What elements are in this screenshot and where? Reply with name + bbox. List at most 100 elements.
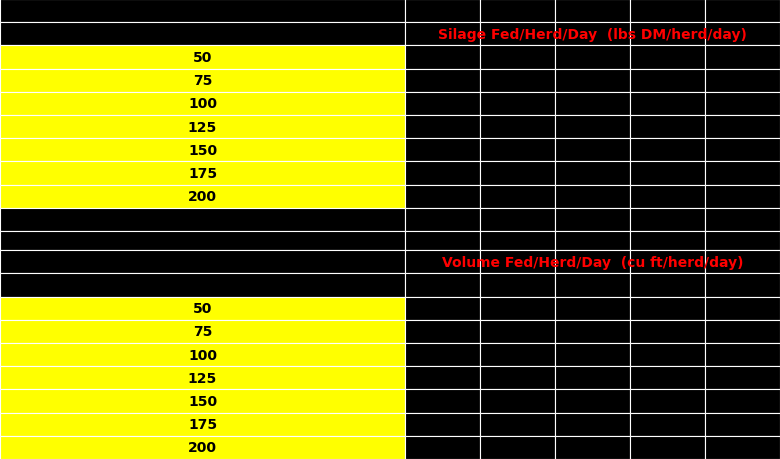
Bar <box>405 208 480 232</box>
Text: 175: 175 <box>188 167 217 181</box>
Bar <box>0 208 405 232</box>
Bar <box>705 69 780 93</box>
Bar <box>405 23 480 46</box>
Bar <box>630 343 705 366</box>
Bar <box>630 208 705 232</box>
Bar <box>630 46 705 69</box>
Text: 125: 125 <box>188 371 217 385</box>
Bar <box>705 343 780 366</box>
Text: Volume Fed/Herd/Day  (cu ft/herd/day): Volume Fed/Herd/Day (cu ft/herd/day) <box>441 255 743 269</box>
Bar <box>705 139 780 162</box>
Bar <box>705 366 780 390</box>
Bar <box>0 297 405 320</box>
Text: 50: 50 <box>193 302 212 315</box>
Bar <box>705 0 780 23</box>
Bar <box>0 46 405 69</box>
Bar <box>0 320 405 343</box>
Bar <box>555 436 630 459</box>
Bar <box>0 343 405 366</box>
Bar <box>405 139 480 162</box>
Bar <box>705 390 780 413</box>
Bar <box>555 366 630 390</box>
Bar <box>0 232 405 251</box>
Bar <box>405 320 480 343</box>
Text: 50: 50 <box>193 51 212 65</box>
Bar <box>480 46 555 69</box>
Bar <box>480 232 555 251</box>
Bar <box>705 274 780 297</box>
Bar <box>405 116 480 139</box>
Bar <box>480 185 555 208</box>
Bar <box>0 366 405 390</box>
Bar <box>630 185 705 208</box>
Text: 175: 175 <box>188 417 217 431</box>
Bar <box>555 251 630 274</box>
Bar <box>630 23 705 46</box>
Bar <box>555 232 630 251</box>
Bar <box>630 251 705 274</box>
Bar <box>0 139 405 162</box>
Bar <box>405 390 480 413</box>
Bar <box>405 0 480 23</box>
Bar <box>0 251 405 274</box>
Bar <box>405 274 480 297</box>
Bar <box>705 297 780 320</box>
Bar <box>705 320 780 343</box>
Bar <box>630 274 705 297</box>
Bar <box>480 366 555 390</box>
Bar <box>480 139 555 162</box>
Bar <box>405 185 480 208</box>
Bar <box>630 69 705 93</box>
Bar <box>555 93 630 116</box>
Text: 125: 125 <box>188 120 217 134</box>
Bar <box>405 93 480 116</box>
Bar <box>405 232 480 251</box>
Bar <box>405 343 480 366</box>
Bar <box>555 320 630 343</box>
Text: 75: 75 <box>193 325 212 339</box>
Bar <box>630 116 705 139</box>
Bar <box>555 208 630 232</box>
Bar <box>480 251 555 274</box>
Bar <box>405 162 480 185</box>
Bar <box>0 390 405 413</box>
Bar <box>555 69 630 93</box>
Text: Silage Fed/Herd/Day  (lbs DM/herd/day): Silage Fed/Herd/Day (lbs DM/herd/day) <box>438 28 747 42</box>
Bar <box>405 436 480 459</box>
Bar <box>705 436 780 459</box>
Bar <box>555 46 630 69</box>
Bar <box>480 0 555 23</box>
Text: 150: 150 <box>188 144 217 157</box>
Text: 100: 100 <box>188 348 217 362</box>
Bar <box>630 232 705 251</box>
Bar <box>705 251 780 274</box>
Bar <box>705 116 780 139</box>
Bar <box>480 343 555 366</box>
Bar <box>555 162 630 185</box>
Bar <box>0 185 405 208</box>
Bar <box>705 162 780 185</box>
Bar <box>0 162 405 185</box>
Bar <box>480 162 555 185</box>
Bar <box>555 274 630 297</box>
Bar <box>555 0 630 23</box>
Text: 75: 75 <box>193 74 212 88</box>
Bar <box>555 390 630 413</box>
Bar <box>630 139 705 162</box>
Bar <box>630 93 705 116</box>
Bar <box>630 413 705 436</box>
Text: 100: 100 <box>188 97 217 111</box>
Bar <box>0 413 405 436</box>
Bar <box>555 23 630 46</box>
Bar <box>405 366 480 390</box>
Bar <box>480 413 555 436</box>
Bar <box>405 251 480 274</box>
Bar <box>0 93 405 116</box>
Bar <box>480 69 555 93</box>
Bar <box>555 116 630 139</box>
Bar <box>630 0 705 23</box>
Bar <box>0 0 405 23</box>
Bar <box>0 436 405 459</box>
Text: 150: 150 <box>188 394 217 408</box>
Bar <box>630 162 705 185</box>
